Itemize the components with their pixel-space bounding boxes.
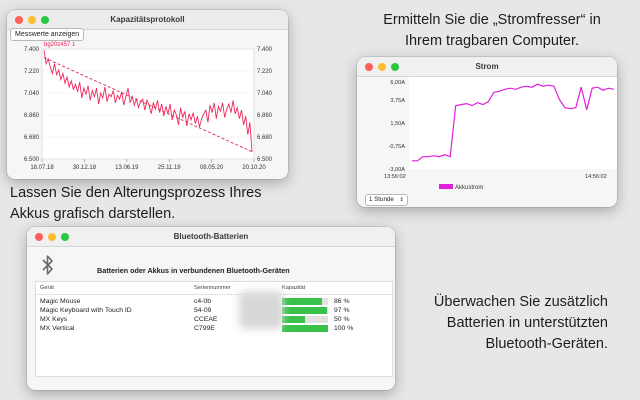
capacity-log-window: Kapazitätsprotokoll Messwerte anzeigen 7… <box>7 10 288 179</box>
table-row[interactable]: MX Keys CCEAE 50 % <box>36 315 392 324</box>
y-tick-label: 6.500 <box>24 157 40 163</box>
capacity-bar <box>282 307 328 314</box>
y-tick-label: 7.040 <box>257 91 273 97</box>
y-tick-label: 7.400 <box>257 47 273 53</box>
plot-area <box>41 48 255 160</box>
bluetooth-batteries-window: Bluetooth-Batterien Batterien oder Akkus… <box>27 227 395 390</box>
y-tick-label: -0,75A <box>389 144 406 150</box>
table-row[interactable]: MX Vertical C799E 100 % <box>36 324 392 333</box>
device-name: Magic Keyboard with Touch ID <box>40 307 132 314</box>
capacity-value: 97 % <box>334 307 350 314</box>
y-tick-label: 7.220 <box>24 69 40 75</box>
serial-number: C799E <box>194 325 215 332</box>
x-tick-label: 30.12.18 <box>73 165 97 171</box>
serial-number: CCEAE <box>194 316 218 323</box>
serial-number: c4-0b <box>194 298 212 305</box>
capacity-value: 100 % <box>334 325 354 332</box>
y-tick-label: 6,00A <box>390 80 405 86</box>
caption-power-hogs: Ermitteln Sie die „Stromfresser“ in Ihre… <box>372 10 612 52</box>
capacity-bar-fill <box>282 298 322 305</box>
capacity-bar <box>282 298 328 305</box>
caption-line: Lassen Sie den Alterungsprozess Ihres <box>10 185 262 201</box>
redacted-serials <box>239 291 283 329</box>
caption-line: Überwachen Sie zusätzlich <box>433 294 608 310</box>
close-button[interactable] <box>15 15 23 24</box>
device-name: MX Keys <box>40 316 68 323</box>
caption-aging: Lassen Sie den Alterungsprozess Ihres Ak… <box>10 183 300 225</box>
device-name: Magic Mouse <box>40 298 81 305</box>
current-window: Strom 6,00A 3,75A 1,50A -0,75A -3,00A 13:56:… <box>357 57 617 207</box>
capacity-bar-fill <box>282 325 328 332</box>
caption-line: Bluetooth-Geräten. <box>485 336 608 352</box>
x-tick-label: 20.10.20 <box>242 165 266 171</box>
minimize-button[interactable] <box>378 62 386 71</box>
y-tick-label: 7.220 <box>257 69 273 75</box>
zoom-button[interactable] <box>61 232 69 241</box>
serial-number: 54-09 <box>194 307 212 314</box>
legend-swatch <box>439 184 453 189</box>
y-tick-label: 1,50A <box>390 121 405 127</box>
capacity-bar-fill <box>282 307 327 314</box>
column-header-serial[interactable]: Seriennummer <box>194 285 231 291</box>
capacity-bar-fill <box>282 316 305 323</box>
capacity-series-line <box>43 50 253 152</box>
minimize-button[interactable] <box>28 15 36 24</box>
plot-area <box>409 77 617 169</box>
caption-bluetooth: Überwachen Sie zusätzlich Batterien in u… <box>410 292 608 355</box>
titlebar: Kapazitätsprotokoll <box>7 10 288 30</box>
caption-line: Akkus grafisch darstellen. <box>10 206 176 222</box>
capacity-value: 50 % <box>334 316 350 323</box>
minimize-button[interactable] <box>48 232 56 241</box>
y-tick-label: 6.860 <box>257 113 273 119</box>
x-tick-label: 13:56:02 <box>384 174 406 180</box>
x-tick-label: 14:56:02 <box>585 174 607 180</box>
y-tick-label: 7.400 <box>24 47 40 53</box>
column-header-capacity[interactable]: Kapazität <box>282 285 306 291</box>
column-header-device[interactable]: Gerät <box>40 285 54 291</box>
zoom-button[interactable] <box>41 15 49 24</box>
table-header: Gerät Seriennummer Kapazität <box>36 282 392 295</box>
zoom-button[interactable] <box>391 62 399 71</box>
x-tick-label: 18.07.18 <box>30 165 54 171</box>
trend-line <box>43 57 253 153</box>
show-measurements-button[interactable]: Messwerte anzeigen <box>10 28 85 41</box>
y-tick-label: 6.680 <box>257 135 273 141</box>
y-tick-label: 6.860 <box>24 113 40 119</box>
y-tick-label: 6.500 <box>257 157 273 163</box>
time-range-value: 1 Stunde <box>369 196 394 203</box>
window-title: Kapazitätsprotokoll <box>110 15 185 24</box>
x-tick-label: 08.05.20 <box>200 165 224 171</box>
current-chart: 6,00A 3,75A 1,50A -0,75A -3,00A 13:56:02 14:5… <box>384 77 617 191</box>
capacity-bar <box>282 316 328 323</box>
chevron-updown-icon: ⇕ <box>399 197 404 203</box>
devices-table: Gerät Seriennummer Kapazität Magic Mouse… <box>35 281 393 377</box>
close-button[interactable] <box>35 232 43 241</box>
caption-line: Ermitteln Sie die „Stromfresser“ in <box>383 12 601 28</box>
x-tick-label: 13.06.19 <box>115 165 139 171</box>
capacity-chart: 7.400 7.220 7.040 6.860 6.680 6.500 7.400 7.22… <box>24 42 273 171</box>
bluetooth-icon <box>42 255 53 275</box>
y-tick-label: -3,00A <box>389 167 406 173</box>
caption-line: Batterien in unterstützten <box>446 315 608 331</box>
titlebar: Strom <box>357 57 617 77</box>
x-tick-label: 25.11.19 <box>158 165 182 171</box>
table-row[interactable]: Magic Mouse c4-0b 86 % <box>36 297 392 306</box>
capacity-value: 86 % <box>334 298 350 305</box>
table-row[interactable]: Magic Keyboard with Touch ID 54-09 97 % <box>36 306 392 315</box>
close-button[interactable] <box>365 62 373 71</box>
battery-current-line <box>412 83 615 162</box>
y-tick-label: 6.680 <box>24 135 40 141</box>
time-range-dropdown[interactable]: 1 Stunde ⇕ <box>365 194 408 206</box>
series-label: bg20z457 1 <box>44 42 76 48</box>
titlebar: Bluetooth-Batterien <box>27 227 395 247</box>
device-name: MX Vertical <box>40 325 75 332</box>
y-tick-label: 7.040 <box>24 91 40 97</box>
legend-label: Akkustrom <box>455 185 483 191</box>
section-heading: Batterien oder Akkus in verbundenen Blue… <box>97 266 290 275</box>
capacity-bar <box>282 325 328 332</box>
caption-line: Ihrem tragbaren Computer. <box>404 33 580 49</box>
y-tick-label: 3,75A <box>390 98 405 104</box>
window-title: Bluetooth-Batterien <box>173 232 249 241</box>
